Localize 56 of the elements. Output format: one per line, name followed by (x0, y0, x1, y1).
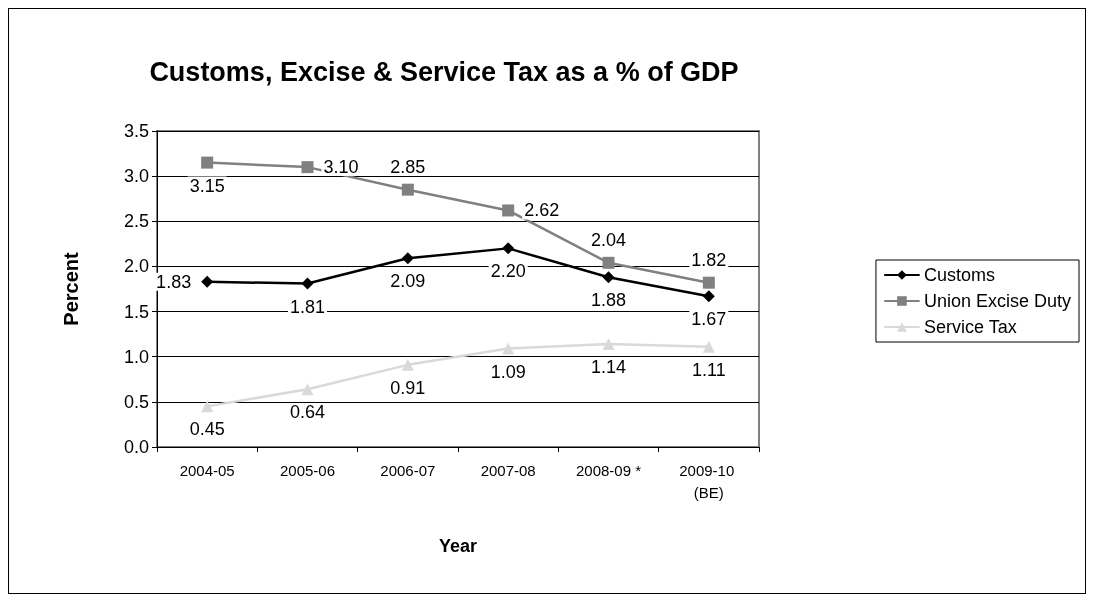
x-tick-label: 2009-10 (BE) (679, 461, 739, 501)
legend-label: Service Tax (923, 317, 1017, 337)
point (201, 275, 214, 288)
point (702, 276, 715, 289)
point (702, 340, 715, 353)
x-tick-label: 2006-07 (380, 461, 436, 479)
point (602, 338, 615, 351)
data-label: 1.11 (691, 359, 726, 380)
x-tick-label: 2004-05 (179, 461, 235, 479)
data-label: 1.14 (590, 357, 627, 378)
point (201, 156, 214, 169)
point (602, 256, 615, 269)
data-label: 3.15 (189, 175, 225, 196)
data-label: 2.09 (390, 271, 426, 292)
data-label: 1.88 (590, 290, 627, 311)
point (502, 242, 515, 255)
y-tick-label: 1.5 (123, 301, 149, 322)
data-label: 1.81 (289, 296, 326, 317)
y-tick-label: 0.5 (123, 391, 149, 412)
data-label: 1.67 (691, 309, 727, 330)
y-tick-label: 2.0 (123, 256, 149, 277)
chart-title: Customs, Excise & Service Tax as a % of GDP (149, 56, 739, 87)
data-label: 1.82 (691, 249, 727, 270)
y-tick-label: 3.5 (123, 121, 149, 141)
y-tick-label: 2.5 (123, 211, 149, 232)
data-label: 1.83 (156, 271, 192, 292)
y-tick-label: 1.0 (123, 346, 149, 367)
y-axis-title: Percent (60, 251, 82, 326)
y-tick-label: 0.0 (123, 437, 149, 457)
point (301, 383, 314, 396)
point (401, 358, 414, 371)
point (201, 400, 214, 413)
data-label: 0.91 (390, 377, 426, 398)
x-tick-label: 2005-06 (279, 461, 336, 479)
y-tick-label: 3.0 (123, 166, 149, 187)
data-label: 1.09 (490, 361, 526, 382)
x-tick-label: 2007-08 (480, 461, 536, 479)
point (301, 277, 314, 290)
legend-label: Customs (923, 265, 995, 285)
point (602, 271, 615, 284)
point (702, 290, 715, 303)
data-label: 2.62 (524, 200, 560, 221)
data-label: 3.10 (323, 157, 359, 178)
data-label: 2.20 (490, 261, 526, 282)
x-tick-label: 2008-09 * (575, 461, 642, 479)
point (502, 204, 515, 217)
x-axis-title: Year (438, 536, 478, 556)
legend-label: Union Excise Duty (923, 291, 1071, 311)
data-label: 0.45 (189, 419, 225, 440)
point (301, 161, 314, 174)
point (502, 342, 515, 355)
data-label: 0.64 (289, 402, 326, 423)
data-label: 2.85 (390, 156, 426, 177)
point (401, 252, 414, 265)
data-label: 2.04 (590, 229, 627, 250)
point (401, 183, 414, 196)
